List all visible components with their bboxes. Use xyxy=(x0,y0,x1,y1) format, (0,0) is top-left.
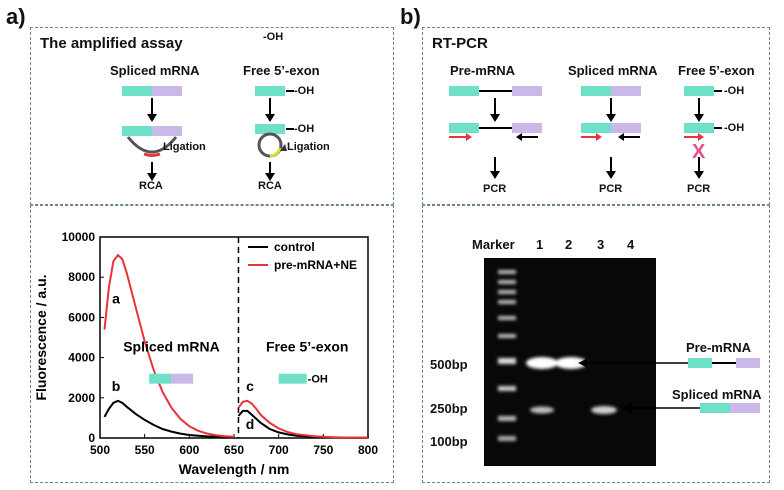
oh-label-1: -OH xyxy=(263,31,284,43)
y-tick-label: 4000 xyxy=(68,351,95,365)
gel-bands xyxy=(498,270,617,441)
ladder-500bp: 500bp xyxy=(430,357,468,372)
x-tick-label: 800 xyxy=(358,443,378,457)
ladder-100bp: 100bp xyxy=(430,434,468,449)
inset-spliced-label: Spliced mRNA xyxy=(123,339,219,355)
ligation-label-1: Ligation xyxy=(163,141,206,153)
pcr-label-1: PCR xyxy=(483,183,507,195)
inset-free-label: Free 5’-exon xyxy=(266,339,348,355)
y-tick-label: 2000 xyxy=(68,391,95,405)
band-lane1-pre xyxy=(526,357,558,369)
ladder-250bp: 250bp xyxy=(430,401,468,416)
panel-a-letter: a) xyxy=(6,4,26,29)
assay-scheme xyxy=(122,86,294,181)
y-tick-label: 6000 xyxy=(68,310,95,324)
annotation-a: a xyxy=(112,290,120,306)
lane-label-marker: Marker xyxy=(472,237,515,252)
lane-label-2: 2 xyxy=(565,237,573,252)
panel-a-top-box xyxy=(30,27,394,205)
x-tick-label: 700 xyxy=(269,443,289,457)
x-tick-label: 550 xyxy=(135,443,155,457)
y-tick-label: 0 xyxy=(88,431,95,445)
panel-b-top-box xyxy=(422,27,770,205)
inset-free-exon xyxy=(278,373,307,384)
panel-b-letter: b) xyxy=(400,4,421,29)
lane-label-4: 4 xyxy=(627,237,635,252)
fluorescence-chart: 500 550 600 650 700 750 8000200040006000800010… xyxy=(33,230,378,477)
oh-label-1: -OH xyxy=(294,85,315,97)
band-lane1-spliced xyxy=(530,406,554,414)
exon1-bar xyxy=(122,86,152,96)
band-lane2-pre xyxy=(555,357,587,369)
ladder-band xyxy=(498,270,516,274)
rtpcr-scheme xyxy=(449,86,722,179)
series-line-control xyxy=(237,409,369,439)
exon2-bar xyxy=(152,86,182,96)
rca-label-2: RCA xyxy=(258,180,282,192)
spliced-mrna-label: Spliced mRNA xyxy=(110,63,200,78)
inset-exon1 xyxy=(149,373,172,384)
x-tick-label: 600 xyxy=(179,443,199,457)
x-tick-label: 750 xyxy=(313,443,333,457)
oh-label-b2: -OH xyxy=(724,122,745,134)
y-axis-label: Fluorescence / a.u. xyxy=(33,274,49,400)
series-line-sample xyxy=(237,399,369,439)
rca-label-1: RCA xyxy=(139,180,163,192)
oh-label-2: -OH xyxy=(294,123,315,135)
ligation-label-2: Ligation xyxy=(287,141,330,153)
x-mark: X xyxy=(692,141,706,163)
gel-image xyxy=(484,258,656,466)
free-exon-label-b: Free 5’-exon xyxy=(678,63,755,78)
inset-exon2 xyxy=(171,373,194,384)
band-lane3-spliced xyxy=(591,406,617,414)
gel-spliced-mrna-label: Spliced mRNA xyxy=(672,387,762,402)
panel-b-bottom-box xyxy=(422,205,770,483)
x-tick-label: 650 xyxy=(224,443,244,457)
annotation-d: d xyxy=(246,416,255,432)
gel-annotations xyxy=(578,358,760,413)
y-tick-label: 10000 xyxy=(62,230,96,244)
pre-mrna-label: Pre-mRNA xyxy=(450,63,516,78)
free-exon-label: Free 5’-exon xyxy=(243,63,320,78)
spliced-mrna-label-b: Spliced mRNA xyxy=(568,63,658,78)
legend-label: control xyxy=(274,240,315,254)
lane-label-3: 3 xyxy=(597,237,605,252)
y-tick-label: 8000 xyxy=(68,270,95,284)
oh-label-b1: -OH xyxy=(724,85,745,97)
legend-label: pre-mRNA+NE xyxy=(274,258,357,272)
inset-oh-label: -OH xyxy=(308,374,328,386)
x-tick-label: 500 xyxy=(90,443,110,457)
panel-b-title: RT-PCR xyxy=(432,35,488,52)
pcr-label-3: PCR xyxy=(687,183,711,195)
lane-label-1: 1 xyxy=(536,237,544,252)
panel-a-title: The amplified assay xyxy=(40,35,183,52)
annotation-b: b xyxy=(112,378,121,394)
series-line-control xyxy=(103,399,235,439)
x-axis-label: Wavelength / nm xyxy=(179,461,290,477)
annotation-c: c xyxy=(246,378,254,394)
panel-a-bottom-box xyxy=(30,205,394,483)
gel-pre-mrna-label: Pre-mRNA xyxy=(686,340,752,355)
padlock-probe xyxy=(126,136,178,154)
pcr-label-2: PCR xyxy=(599,183,623,195)
